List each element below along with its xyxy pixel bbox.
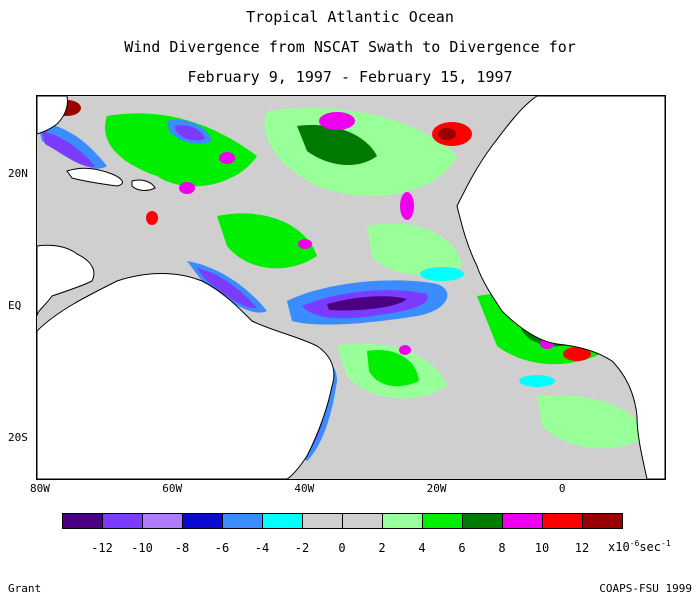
colorbar-swatch	[462, 513, 503, 529]
colorbar-label: 12	[574, 541, 590, 555]
y-tick-label: 20S	[8, 431, 28, 445]
x-tick-label: 60W	[162, 482, 183, 495]
colorbar-swatch	[142, 513, 183, 529]
colorbar-label: -8	[174, 541, 190, 555]
y-tick-label: 20N	[8, 167, 28, 181]
x-tick-label: 20W	[426, 482, 447, 495]
x-tick-label: 40W	[294, 482, 315, 495]
colorbar-label: 10	[534, 541, 550, 555]
colorbar-label: -12	[91, 541, 113, 555]
colorbar-swatch	[502, 513, 543, 529]
colorbar-label: 8	[498, 541, 506, 555]
colorbar-label: 0	[338, 541, 346, 555]
colorbar-swatch	[542, 513, 583, 529]
x-tick-label: 0	[558, 482, 566, 495]
colorbar-label: -10	[131, 541, 153, 555]
colorbar-swatch	[262, 513, 303, 529]
colorbar-swatch	[382, 513, 423, 529]
colorbar-label: -6	[214, 541, 230, 555]
colorbar-label: -4	[254, 541, 270, 555]
source-credit: COAPS-FSU 1999	[599, 582, 692, 595]
land-masses	[37, 96, 665, 479]
colorbar-swatch	[182, 513, 223, 529]
colorbar-swatch	[62, 513, 103, 529]
x-tick-label: 80W	[30, 482, 50, 495]
author-credit: Grant	[8, 582, 42, 595]
chart-dates: February 9, 1997 - February 15, 1997	[187, 68, 513, 86]
colorbar-label: 2	[378, 541, 386, 555]
colorbar-unit: x10-6sec-1	[608, 539, 671, 554]
y-tick-label: EQ	[8, 299, 22, 313]
colorbar-label: 6	[458, 541, 466, 555]
chart-title: Tropical Atlantic Ocean	[246, 8, 454, 26]
map-canvas	[37, 96, 665, 479]
colorbar-swatch	[222, 513, 263, 529]
chart-subtitle: Wind Divergence from NSCAT Swath to Dive…	[124, 38, 576, 56]
colorbar-swatch	[342, 513, 383, 529]
colorbar-label: -2	[294, 541, 310, 555]
divergence-map	[36, 95, 666, 480]
colorbar-label: 4	[418, 541, 426, 555]
colorbar-swatch	[422, 513, 463, 529]
colorbar-swatch	[102, 513, 143, 529]
colorbar-swatch	[302, 513, 343, 529]
colorbar-swatch	[582, 513, 623, 529]
